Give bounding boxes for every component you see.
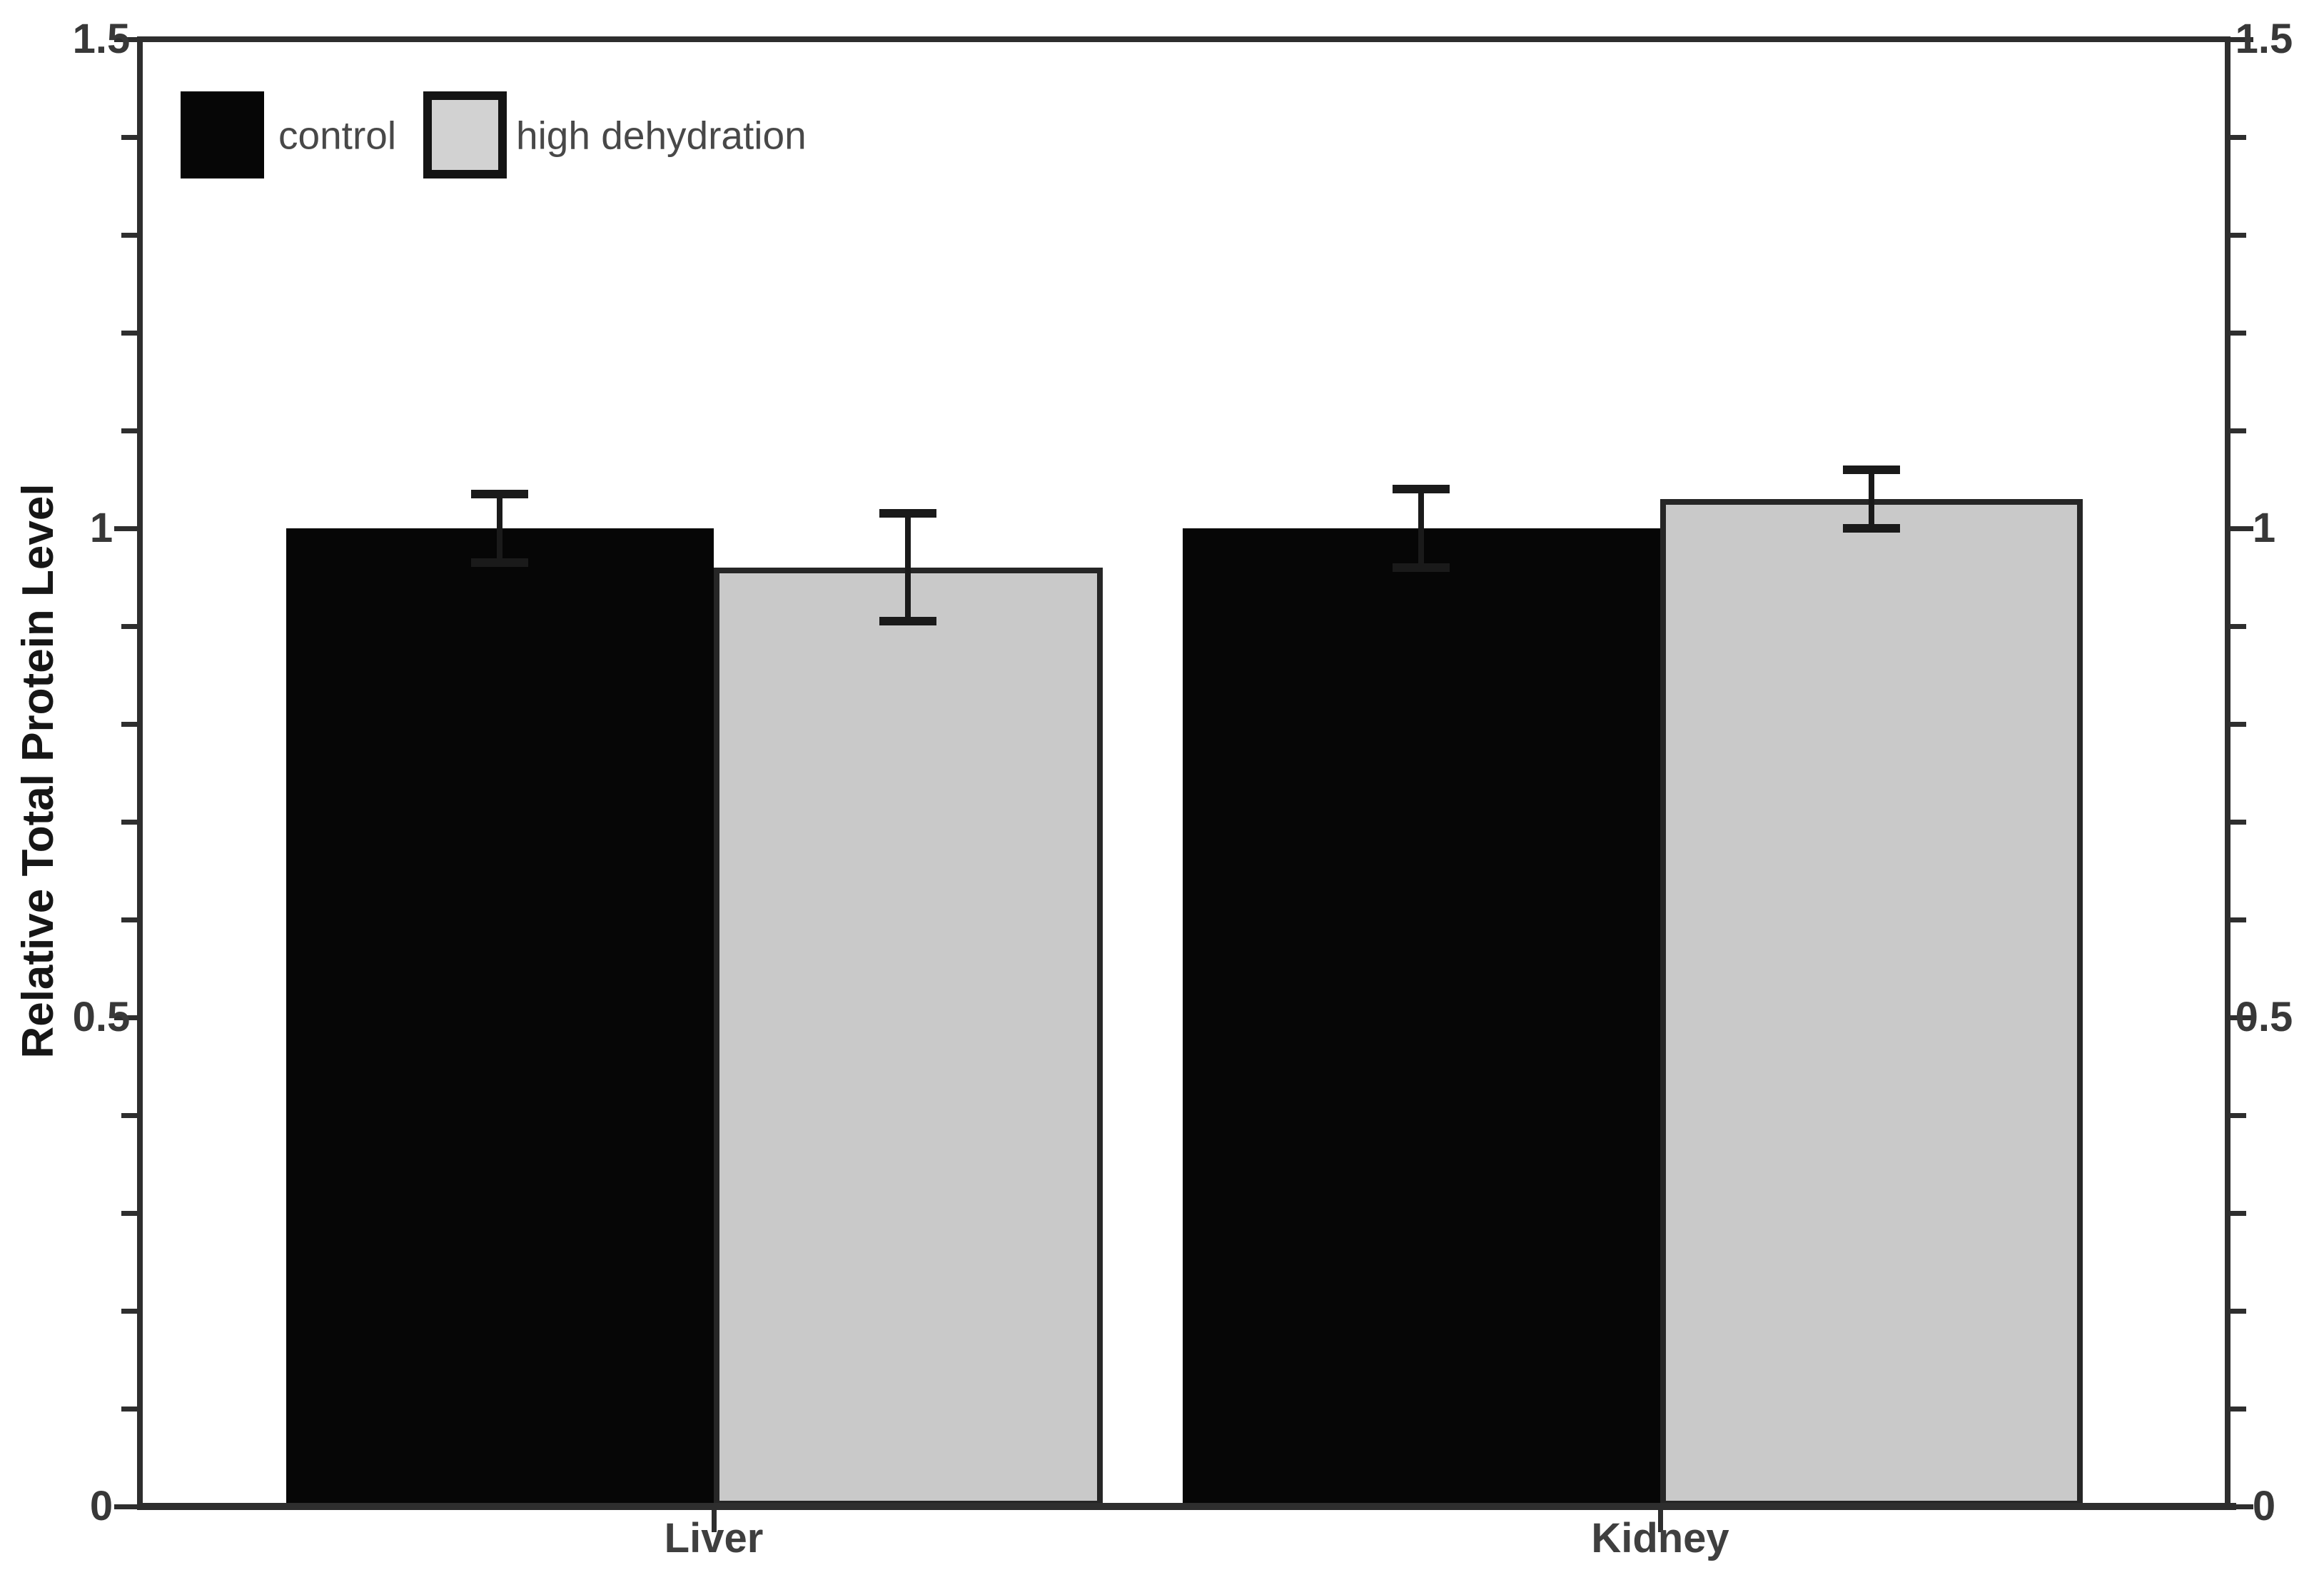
y-tick-left-0: [114, 1504, 137, 1509]
legend-label-high-dehydration: high dehydration: [516, 113, 807, 158]
y-tick-right-0.1: [2230, 1406, 2246, 1412]
y-tick-left-0.1: [121, 1406, 137, 1412]
error-bar-control-kidney-whisker: [1418, 489, 1424, 568]
x-axis-baseline: [137, 1503, 2236, 1510]
error-bar-high-dehydration-liver-cap-bottom: [879, 617, 936, 626]
error-bar-control-liver-whisker: [497, 494, 502, 563]
y-axis-left: [137, 36, 143, 1509]
error-bar-control-kidney-cap-top: [1393, 485, 1450, 494]
y-tick-left-1.1: [121, 428, 137, 433]
legend-swatch-high-dehydration: [423, 91, 507, 178]
category-label-liver: Liver: [664, 1515, 764, 1561]
y-tick-left-0.7: [121, 819, 137, 825]
y-axis-right: [2225, 36, 2230, 1509]
y-tick-right-0.3: [2230, 1210, 2246, 1216]
y-tick-left-1.3: [121, 232, 137, 238]
y-tick-right-1.4: [2230, 134, 2246, 140]
y-tick-right-0.6: [2230, 917, 2246, 922]
error-bar-high-dehydration-liver-whisker: [905, 513, 911, 622]
y-tick-left-1: [114, 525, 137, 531]
y-tick-left-0.5: [114, 1015, 137, 1020]
error-bar-high-dehydration-kidney-cap-top: [1843, 465, 1900, 474]
error-bar-control-kidney-cap-bottom: [1393, 563, 1450, 572]
y-tick-left-1.5: [114, 36, 137, 42]
error-bar-high-dehydration-kidney-whisker: [1869, 469, 1874, 528]
legend-swatch-control: [181, 91, 264, 178]
y-tick-label-right-1.5: 1.5: [2235, 16, 2293, 62]
legend-label-control: control: [278, 113, 397, 158]
error-bar-high-dehydration-kidney-cap-bottom: [1843, 524, 1900, 533]
y-tick-right-1.3: [2230, 232, 2246, 238]
y-tick-right-0.8: [2230, 721, 2246, 727]
y-tick-right-0.4: [2230, 1112, 2246, 1118]
y-tick-left-0.8: [121, 721, 137, 727]
y-tick-left-0.2: [121, 1308, 137, 1314]
y-tick-label-right-0: 0: [2252, 1483, 2276, 1529]
error-bar-control-liver-cap-top: [471, 490, 528, 499]
y-tick-label-right-1: 1: [2252, 505, 2276, 551]
bar-control-liver: [286, 528, 714, 1506]
y-tick-right-1.1: [2230, 428, 2246, 433]
bar-control-kidney: [1183, 528, 1660, 1506]
y-tick-label-left-1: 1: [89, 505, 113, 551]
y-tick-right-0.5: [2230, 1015, 2253, 1020]
y-tick-left-0.3: [121, 1210, 137, 1216]
y-tick-right-1.5: [2230, 36, 2253, 42]
y-tick-right-0.2: [2230, 1308, 2246, 1314]
error-bar-control-liver-cap-bottom: [471, 558, 528, 567]
y-tick-label-left-0.5: 0.5: [72, 994, 131, 1040]
category-label-kidney: Kidney: [1591, 1515, 1729, 1561]
y-tick-right-0: [2230, 1504, 2253, 1509]
y-tick-left-0.6: [121, 917, 137, 922]
y-tick-label-left-1.5: 1.5: [72, 16, 131, 62]
bar-high-dehydration-liver: [714, 567, 1103, 1506]
y-tick-right-1: [2230, 525, 2253, 531]
error-bar-high-dehydration-liver-cap-top: [879, 509, 936, 518]
y-tick-right-1.2: [2230, 330, 2246, 336]
bar-high-dehydration-kidney: [1660, 498, 2083, 1506]
x-tick-liver: [711, 1506, 717, 1532]
y-tick-left-0.4: [121, 1112, 137, 1118]
y-tick-left-0.9: [121, 623, 137, 629]
y-tick-right-0.7: [2230, 819, 2246, 825]
x-tick-kidney: [1657, 1506, 1663, 1532]
y-tick-right-0.9: [2230, 623, 2246, 629]
y-tick-label-left-0: 0: [89, 1483, 113, 1529]
y-tick-label-right-0.5: 0.5: [2235, 994, 2293, 1040]
y-tick-left-1.4: [121, 134, 137, 140]
y-tick-left-1.2: [121, 330, 137, 336]
plot-frame-top: [143, 36, 2225, 42]
y-axis-title: Relative Total Protein Level: [14, 483, 63, 1059]
